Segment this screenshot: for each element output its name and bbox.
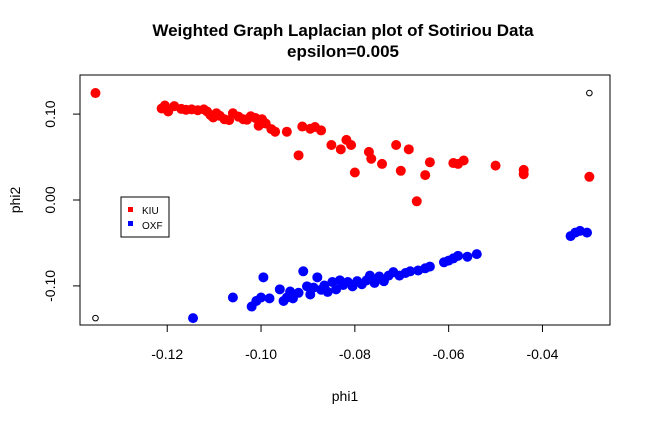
chart-subtitle: epsilon=0.005 bbox=[287, 42, 399, 61]
kiu-point bbox=[281, 126, 292, 137]
legend: KIU OXF bbox=[120, 196, 170, 238]
kiu-point bbox=[411, 196, 422, 207]
kiu-point bbox=[391, 140, 402, 151]
kiu-point bbox=[366, 153, 377, 164]
oxf-point bbox=[258, 272, 269, 283]
kiu-point bbox=[584, 171, 595, 182]
oxf-point bbox=[312, 272, 323, 283]
legend-swatch-oxf bbox=[128, 221, 133, 226]
hollow-point bbox=[92, 314, 99, 322]
x-tick-label: -0.08 bbox=[339, 346, 371, 362]
oxf-point bbox=[582, 227, 593, 238]
legend-swatch-kiu bbox=[128, 207, 133, 212]
kiu-point bbox=[326, 140, 337, 151]
oxf-point bbox=[471, 249, 482, 260]
oxf-point bbox=[424, 261, 435, 272]
legend-label-oxf: OXF bbox=[142, 221, 163, 232]
y-tick-label: 0.10 bbox=[42, 100, 58, 127]
kiu-point bbox=[518, 169, 529, 180]
x-tick-label: -0.12 bbox=[151, 346, 183, 362]
legend-box bbox=[120, 196, 170, 238]
kiu-point bbox=[335, 144, 346, 155]
kiu-point bbox=[349, 167, 360, 178]
x-tick-label: -0.06 bbox=[433, 346, 465, 362]
kiu-point bbox=[297, 121, 308, 132]
oxf-point bbox=[264, 293, 275, 304]
oxf-point bbox=[293, 287, 304, 298]
kiu-point bbox=[490, 160, 501, 171]
oxf-point bbox=[405, 266, 416, 277]
x-tick-label: -0.10 bbox=[245, 346, 277, 362]
kiu-point bbox=[270, 126, 281, 137]
oxf-point bbox=[188, 313, 199, 324]
kiu-point bbox=[90, 88, 101, 99]
kiu-point bbox=[424, 157, 435, 168]
oxf-point bbox=[462, 251, 473, 262]
chart-title: Weighted Graph Laplacian plot of Sotirio… bbox=[152, 21, 534, 40]
kiu-point bbox=[377, 158, 388, 169]
kiu-point bbox=[458, 155, 469, 166]
oxf-point bbox=[322, 286, 333, 297]
data-points bbox=[90, 88, 595, 324]
oxf-point bbox=[256, 292, 267, 303]
oxf-point bbox=[274, 284, 285, 295]
y-tick-label: -0.10 bbox=[42, 270, 58, 302]
oxf-point bbox=[453, 250, 464, 261]
y-axis-label: phi2 bbox=[7, 187, 23, 214]
kiu-point bbox=[293, 150, 304, 161]
y-axis: -0.10 0.00 0.10 bbox=[42, 100, 81, 302]
hollow-point bbox=[586, 89, 593, 97]
y-tick-label: 0.00 bbox=[42, 186, 58, 213]
oxf-point bbox=[298, 266, 309, 277]
legend-label-kiu: KIU bbox=[142, 206, 159, 217]
kiu-point bbox=[316, 125, 327, 136]
x-axis-label: phi1 bbox=[332, 388, 359, 404]
oxf-point bbox=[308, 282, 319, 293]
kiu-point bbox=[346, 140, 357, 151]
kiu-point bbox=[420, 170, 431, 181]
oxf-point bbox=[227, 292, 238, 303]
kiu-point bbox=[395, 165, 406, 176]
kiu-point bbox=[403, 144, 414, 155]
x-tick-label: -0.04 bbox=[526, 346, 558, 362]
x-axis: -0.12 -0.10 -0.08 -0.06 -0.04 bbox=[151, 324, 559, 362]
oxf-point bbox=[364, 270, 375, 281]
